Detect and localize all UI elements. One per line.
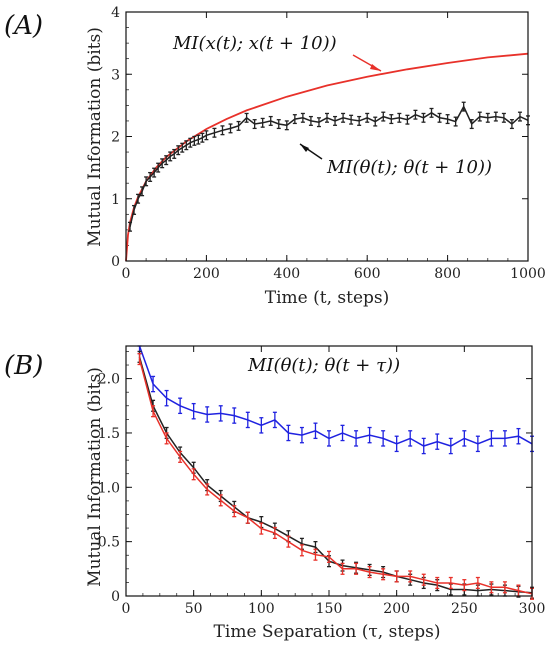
panel-a-ytick-label: 1 [111, 192, 120, 208]
panel-b-xlabel: Time Separation (τ, steps) [214, 622, 441, 642]
panel-b-annotation: MI(θ(t); θ(t + τ)) [247, 355, 400, 376]
panel-a-series-1-line [129, 104, 529, 227]
panel-a-xtick-label: 200 [193, 266, 220, 282]
panel-a-ylabel: Mutual Information (bits) [85, 27, 105, 247]
panel-b-ytick-label: 1.5 [98, 426, 120, 442]
panel-a-xtick-label: 600 [354, 266, 381, 282]
panel-b-data [137, 345, 534, 600]
panel-a-ytick-label: 2 [111, 130, 120, 146]
panel-b-xtick-label: 50 [185, 601, 203, 617]
panel-a-ytick-label: 4 [111, 5, 120, 21]
panel-b-xtick-label: 150 [316, 601, 343, 617]
panel-a-xtick-label: 1000 [510, 266, 546, 282]
panel-b-xtick-label: 250 [451, 601, 478, 617]
panel-b-ytick-label: 1.0 [98, 480, 120, 496]
panel-b-frame [125, 345, 533, 597]
panel-b-xtick-label: 0 [122, 601, 131, 617]
panel-a-xtick-label: 0 [122, 266, 131, 282]
panel-a-label: (A) [4, 11, 43, 41]
panel-b-xtick-label: 100 [248, 601, 275, 617]
panel-a-xtick-label: 800 [434, 266, 461, 282]
panel-b-ylabel: Mutual Information (bits) [85, 367, 105, 587]
panel-a-frame [125, 11, 529, 262]
panel-a-annotation-theta: MI(θ(t); θ(t + 10)) [326, 157, 492, 178]
panel-a-chart: (A) Mutual Information (bits) Time (t, s… [4, 5, 546, 308]
panel-b-axes: 0 50 100 150 200 250 300 0 0.5 1.0 1.5 2.0 [98, 346, 546, 617]
panel-b-label: (B) [4, 351, 43, 381]
panel-b-xtick-label: 200 [383, 601, 410, 617]
panel-b-ytick-label: 2.0 [98, 372, 120, 388]
panel-b-chart: (B) Mutual Information (bits) Time Separ… [4, 345, 546, 642]
panel-a-data [125, 52, 530, 262]
panel-a-arrowhead-x [370, 64, 381, 71]
panel-b-series-1-line [138, 356, 533, 594]
panel-b-series-2-line [138, 358, 533, 595]
panel-b-ytick-label: 0 [111, 589, 120, 605]
panel-a-ytick-label: 0 [111, 254, 120, 270]
panel-a-xtick-label: 400 [273, 266, 300, 282]
panel-a-xlabel: Time (t, steps) [265, 288, 390, 308]
panel-b-series-0-line [138, 345, 533, 447]
panel-a-annotation-x: MI(x(t); x(t + 10)) [172, 33, 337, 54]
panel-b-xtick-label: 300 [519, 601, 546, 617]
panel-b-ytick-label: 0.5 [98, 535, 120, 551]
panel-a-ytick-label: 3 [111, 67, 120, 83]
panel-a-arrowhead-theta [300, 144, 309, 152]
